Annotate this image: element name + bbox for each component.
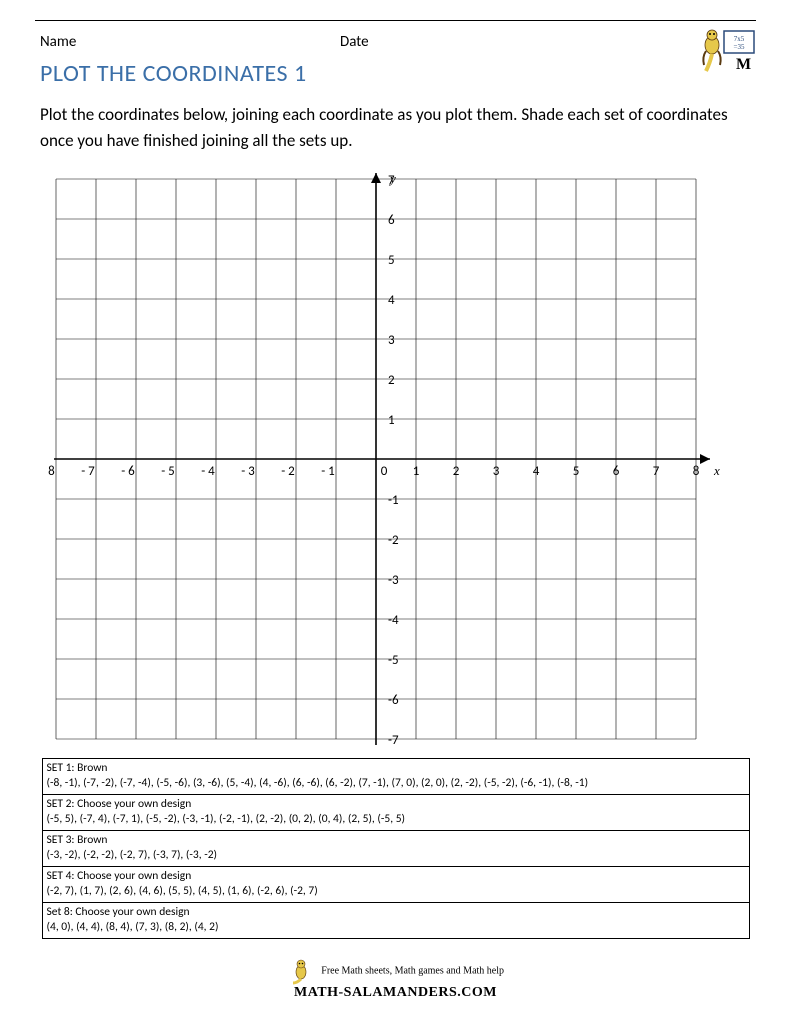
salamander-footer-icon [287, 957, 315, 985]
set-cell: SET 2: Choose your own design(-5, 5), (-… [42, 794, 749, 830]
svg-text:- 2: - 2 [281, 464, 295, 479]
set-title: Set 8: Choose your own design [47, 905, 745, 921]
set-coords: (-3, -2), (-2, -2), (-2, 7), (-3, 7), (-… [47, 848, 745, 864]
set-title: SET 4: Choose your own design [47, 869, 745, 885]
set-row: SET 1: Brown(-8, -1), (-7, -2), (-7, -4)… [42, 758, 749, 794]
svg-text:7: 7 [652, 464, 659, 479]
svg-text:-7: -7 [388, 733, 399, 748]
set-coords: (4, 0), (4, 4), (8, 4), (7, 3), (8, 2), … [47, 920, 745, 936]
svg-text:- 4: - 4 [201, 464, 215, 479]
svg-text:y: y [388, 171, 396, 186]
set-title: SET 1: Brown [47, 761, 745, 777]
svg-text:- 5: - 5 [161, 464, 175, 479]
svg-text:-3: -3 [388, 573, 399, 588]
set-coords: (-2, 7), (1, 7), (2, 6), (4, 6), (5, 5),… [47, 884, 745, 900]
svg-text:2: 2 [388, 373, 395, 388]
svg-text:=35: =35 [734, 43, 745, 51]
footer: Free Math sheets, Math games and Math he… [40, 957, 751, 1001]
svg-text:3: 3 [492, 464, 499, 479]
set-cell: SET 3: Brown(-3, -2), (-2, -2), (-2, 7),… [42, 830, 749, 866]
salamander-logo-icon: 7x5 =35 M [696, 27, 756, 75]
set-title: SET 2: Choose your own design [47, 797, 745, 813]
grid-svg: - 8 - 7 - 6 - 5 - 4 - 3 - 2 - 1 0 1 2 3 4 5 6 7 8 -7 -6 -5 -… [46, 169, 726, 749]
set-row: Set 8: Choose your own design(4, 0), (4,… [42, 902, 749, 938]
instructions-text: Plot the coordinates below, joining each… [40, 102, 751, 155]
set-row: SET 2: Choose your own design(-5, 5), (-… [42, 794, 749, 830]
svg-text:- 8: - 8 [46, 464, 55, 479]
svg-text:7x5: 7x5 [734, 35, 745, 43]
set-cell: Set 8: Choose your own design(4, 0), (4,… [42, 902, 749, 938]
footer-site: MATH-SALAMANDERS.COM [294, 985, 497, 1000]
svg-text:- 1: - 1 [321, 464, 335, 479]
svg-text:4: 4 [532, 464, 539, 479]
svg-text:1: 1 [412, 464, 419, 479]
set-title: SET 3: Brown [47, 833, 745, 849]
set-coords: (-5, 5), (-7, 4), (-7, 1), (-5, -2), (-3… [47, 812, 745, 828]
svg-text:5: 5 [572, 464, 579, 479]
svg-text:- 7: - 7 [81, 464, 95, 479]
set-coords: (-8, -1), (-7, -2), (-7, -4), (-5, -6), … [47, 776, 745, 792]
set-row: SET 4: Choose your own design(-2, 7), (1… [42, 866, 749, 902]
footer-tagline: Free Math sheets, Math games and Math he… [321, 965, 504, 976]
svg-text:-2: -2 [388, 533, 399, 548]
svg-text:x: x [713, 463, 720, 478]
svg-text:6: 6 [388, 213, 395, 228]
page-title: PLOT THE COORDINATES 1 [40, 59, 751, 88]
coordinate-grid-chart: - 8 - 7 - 6 - 5 - 4 - 3 - 2 - 1 0 1 2 3 4 5 6 7 8 -7 -6 -5 -… [46, 169, 746, 754]
svg-text:- 6: - 6 [121, 464, 135, 479]
svg-text:3: 3 [388, 333, 395, 348]
svg-text:2: 2 [452, 464, 459, 479]
svg-text:-6: -6 [388, 693, 399, 708]
svg-text:- 3: - 3 [241, 464, 255, 479]
svg-text:6: 6 [612, 464, 619, 479]
svg-text:M: M [736, 56, 751, 73]
coordinate-sets-table: SET 1: Brown(-8, -1), (-7, -2), (-7, -4)… [42, 758, 750, 939]
top-rule [35, 20, 756, 21]
svg-text:-4: -4 [388, 613, 399, 628]
svg-text:5: 5 [388, 253, 395, 268]
svg-text:-5: -5 [388, 653, 399, 668]
svg-text:0: 0 [380, 464, 387, 479]
date-label: Date [340, 33, 369, 51]
svg-text:4: 4 [388, 293, 395, 308]
set-cell: SET 4: Choose your own design(-2, 7), (1… [42, 866, 749, 902]
svg-text:8: 8 [692, 464, 699, 479]
set-row: SET 3: Brown(-3, -2), (-2, -2), (-2, 7),… [42, 830, 749, 866]
name-label: Name [40, 33, 340, 51]
header-row: Name Date 7x5 =35 M [40, 33, 751, 51]
set-cell: SET 1: Brown(-8, -1), (-7, -2), (-7, -4)… [42, 758, 749, 794]
svg-text:1: 1 [388, 413, 395, 428]
svg-text:-1: -1 [388, 493, 399, 508]
